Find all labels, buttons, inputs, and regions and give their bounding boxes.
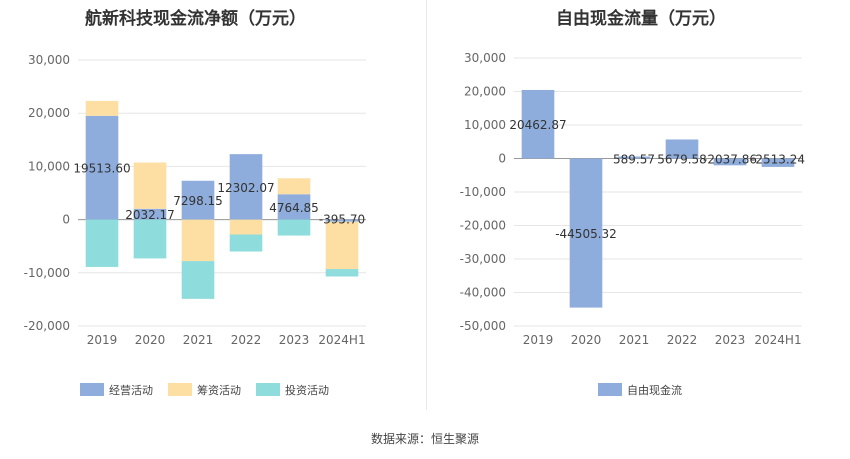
legend-swatch [256, 383, 280, 396]
y-tick-label: 0 [62, 213, 70, 227]
data-label: -2037.86 [703, 153, 757, 167]
left-cashflow-chart: 30,000 20,000 10,000 0 -10,000 -20,000 2019 195… [24, 53, 366, 397]
data-label: 20462.87 [509, 118, 566, 132]
bar-segment [133, 219, 167, 259]
x-tick-label: 2023 [279, 333, 310, 347]
data-label: 19513.60 [73, 162, 130, 176]
bar [569, 158, 603, 308]
bar-segment [229, 219, 263, 235]
bar-segment [85, 219, 119, 267]
bar-segment [325, 269, 359, 277]
left-chart-title: 航新科技现金流净额（万元） [85, 9, 306, 29]
x-tick-label: 2019 [87, 333, 118, 347]
bar-segment [277, 219, 311, 236]
bar [665, 139, 699, 159]
right-free-cashflow-chart: 30,000 20,000 10,000 0 -10,000 -20,000 -30,000… [460, 51, 805, 397]
data-label: -2513.24 [751, 153, 805, 167]
y-tick-label: -20,000 [24, 319, 70, 333]
bar [617, 156, 651, 159]
data-label: 589.57 [613, 153, 655, 167]
right-chart-title: 自由现金流量（万元） [556, 9, 726, 29]
y-tick-label: 0 [498, 152, 506, 166]
y-tick-label: -50,000 [460, 319, 506, 333]
y-tick-label: 30,000 [28, 53, 70, 67]
legend-label: 经营活动 [109, 383, 153, 397]
legend-swatch [598, 383, 622, 396]
legend-label: 投资活动 [285, 383, 329, 397]
legend-label: 自由现金流 [627, 383, 682, 397]
x-tick-label: 2021 [183, 333, 214, 347]
legend-label: 筹资活动 [197, 383, 241, 397]
data-label: 4764.85 [269, 201, 319, 215]
data-label: -44505.32 [555, 227, 617, 241]
x-tick-label: 2020 [571, 333, 602, 347]
x-tick-label: 2021 [619, 333, 650, 347]
y-tick-label: -40,000 [460, 286, 506, 300]
bar-segment [325, 219, 359, 222]
data-label: -395.70 [319, 213, 365, 227]
x-tick-label: 2024H1 [754, 333, 801, 347]
bar-segment [325, 221, 359, 270]
x-tick-label: 2022 [667, 333, 698, 347]
bar-segment [85, 100, 119, 116]
x-tick-label: 2022 [231, 333, 262, 347]
bar [521, 89, 555, 159]
x-tick-label: 2019 [523, 333, 554, 347]
data-label: 7298.15 [173, 194, 223, 208]
bar-segment [181, 261, 215, 299]
bar [761, 158, 795, 167]
bar-segment [85, 115, 119, 220]
y-tick-label: 20,000 [28, 106, 70, 120]
y-tick-label: -10,000 [24, 266, 70, 280]
y-tick-label: 10,000 [464, 118, 506, 132]
bar-segment [229, 234, 263, 252]
x-tick-label: 2024H1 [318, 333, 365, 347]
bar-segment [133, 162, 167, 209]
y-tick-label: -20,000 [460, 219, 506, 233]
bar-segment [277, 194, 311, 220]
legend-swatch [168, 383, 192, 396]
bar [713, 158, 747, 166]
data-label: 5679.58 [657, 153, 707, 167]
data-label: 12302.07 [217, 181, 274, 195]
bar-segment [133, 208, 167, 220]
y-tick-label: -10,000 [460, 185, 506, 199]
data-source: 数据来源：恒生聚源 [370, 432, 479, 446]
x-tick-label: 2023 [715, 333, 746, 347]
panel-divider [426, 0, 427, 410]
x-tick-label: 2020 [135, 333, 166, 347]
y-tick-label: 10,000 [28, 159, 70, 173]
bar-segment [277, 178, 311, 195]
legend-swatch [80, 383, 104, 396]
data-label: 2032.17 [125, 208, 175, 222]
bar-segment [229, 154, 263, 220]
bar-segment [181, 219, 215, 262]
bar-segment [181, 180, 215, 220]
y-tick-label: -30,000 [460, 252, 506, 266]
y-tick-label: 20,000 [464, 85, 506, 99]
y-tick-label: 30,000 [464, 51, 506, 65]
